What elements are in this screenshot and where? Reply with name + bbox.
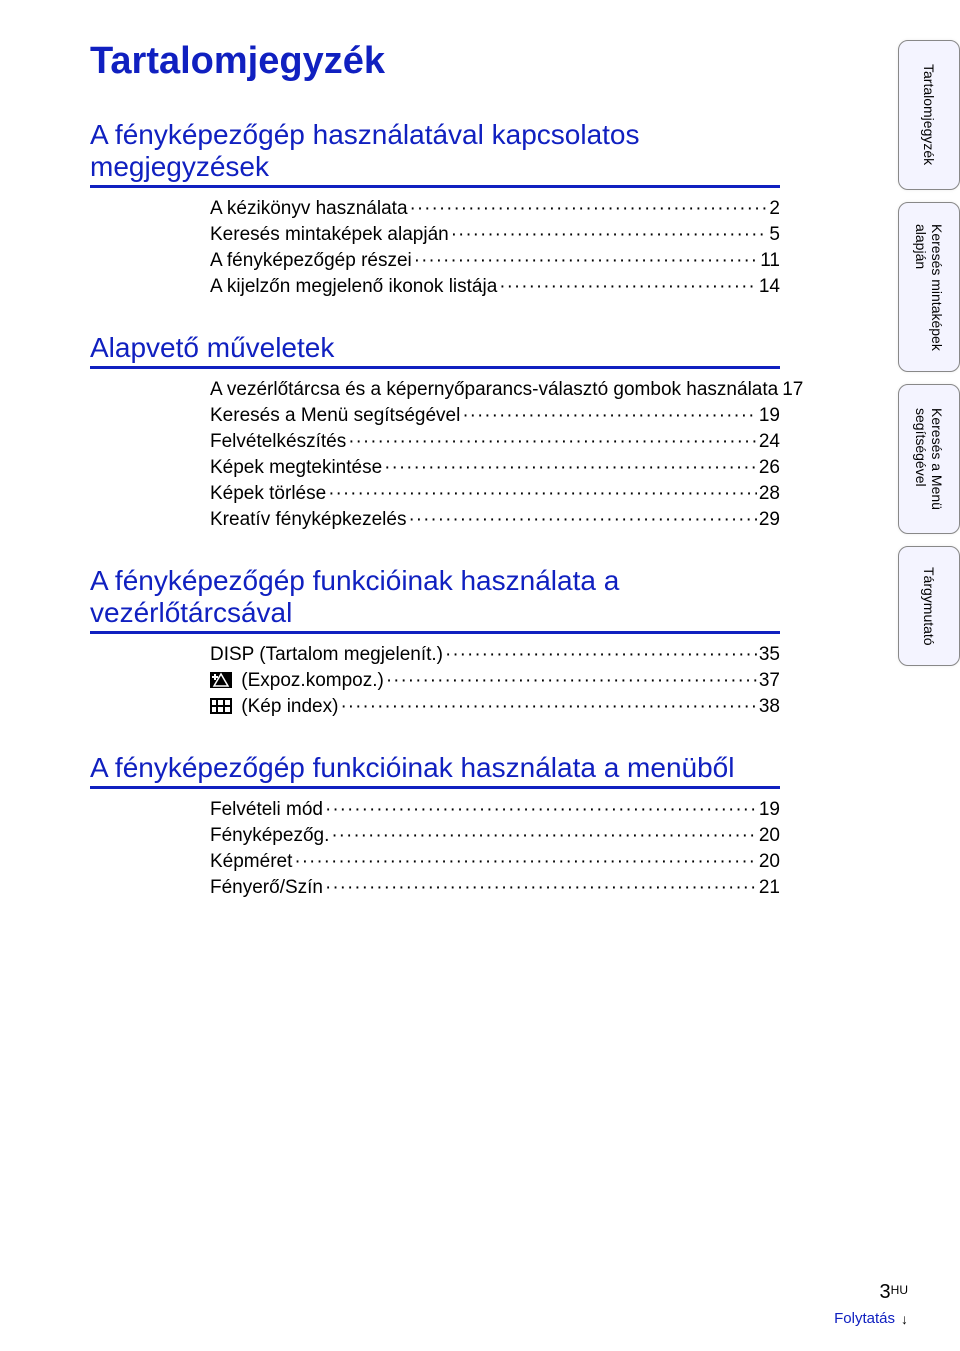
side-tab-index[interactable]: Tárgymutató [898,546,960,666]
main-content: Tartalomjegyzék A fényképezőgép használa… [90,40,780,899]
toc-entry[interactable]: A kézikönyv használata 2 [90,198,780,220]
toc-page: 24 [759,431,780,453]
toc-page: 5 [769,224,780,246]
section-menu: A fényképezőgép funkcióinak használata a… [90,752,780,899]
toc-entry[interactable]: Felvételkészítés 24 [90,431,780,453]
toc-entry[interactable]: Keresés mintaképek alapján 5 [90,224,780,246]
toc-leader [414,250,759,272]
side-tab-toc[interactable]: Tartalomjegyzék [898,40,960,190]
page-number: 3HU [834,1281,908,1304]
toc-label-text: (Kép index) [241,696,338,717]
toc-label: Képek megtekintése [210,457,382,479]
toc-leader [445,644,757,666]
toc-page: 35 [759,644,780,666]
side-tab-label: Keresés mintaképek alapján [909,210,949,365]
toc-page: 38 [759,696,780,718]
toc-page: 17 [782,379,803,401]
side-tab-label: Tartalomjegyzék [917,50,941,179]
toc-label: Fényképezőg. [210,825,329,847]
side-tab-label: Keresés a Menü segítségével [909,394,949,524]
toc-label: Kreatív fényképkezelés [210,509,406,531]
page-footer: 3HU Folytatás ↓ [834,1281,908,1327]
toc-leader [462,405,757,427]
toc-label: Képméret [210,851,292,873]
toc-entry[interactable]: A kijelzőn megjelenő ikonok listája 14 [90,276,780,298]
toc-entry[interactable]: Keresés a Menü segítségével 19 [90,405,780,427]
toc-page: 14 [759,276,780,298]
toc-label: Felvételkészítés [210,431,346,453]
toc-leader [294,851,756,873]
toc-page: 2 [769,198,780,220]
toc-label: A fényképezőgép részei [210,250,412,272]
toc-entry[interactable]: Képek megtekintése 26 [90,457,780,479]
toc-label: (Expoz.kompoz.) [210,670,384,692]
toc-page: 20 [759,825,780,847]
toc-label: A vezérlőtárcsa és a képernyőparancs-vál… [210,379,778,401]
toc-entry[interactable]: (Kép index) 38 [90,696,780,718]
toc-page: 26 [759,457,780,479]
toc-label: Felvételi mód [210,799,323,821]
image-index-icon [210,698,232,714]
toc-entry[interactable]: A vezérlőtárcsa és a képernyőparancs-vál… [90,379,780,401]
section-title: A fényképezőgép használatával kapcsolato… [90,119,780,188]
toc-page: 21 [759,877,780,899]
toc-entry[interactable]: Képek törlése 28 [90,483,780,505]
toc-label: (Kép index) [210,696,338,718]
toc-page: 29 [759,509,780,531]
toc-page: 20 [759,851,780,873]
toc-label: DISP (Tartalom megjelenít.) [210,644,443,666]
toc-label: Fényerő/Szín [210,877,323,899]
side-tab-bar: Tartalomjegyzék Keresés mintaképek alapj… [898,40,960,666]
toc-leader [386,670,757,692]
toc-leader [325,799,757,821]
toc-label: Képek törlése [210,483,326,505]
exposure-comp-icon [210,672,232,688]
section-control-dial: A fényképezőgép funkcióinak használata a… [90,565,780,718]
toc-label: Keresés mintaképek alapján [210,224,449,246]
toc-label: A kézikönyv használata [210,198,408,220]
toc-leader [348,431,757,453]
continue-link[interactable]: Folytatás ↓ [834,1310,908,1327]
toc-leader [499,276,757,298]
toc-entry[interactable]: Fényképezőg. 20 [90,825,780,847]
section-title: A fényképezőgép funkcióinak használata a… [90,565,780,634]
toc-entry[interactable]: (Expoz.kompoz.) 37 [90,670,780,692]
continue-label: Folytatás [834,1310,895,1327]
toc-page: 19 [759,799,780,821]
side-tab-label: Tárgymutató [917,553,941,660]
toc-page: 19 [759,405,780,427]
toc-leader [451,224,768,246]
page-title: Tartalomjegyzék [90,40,780,83]
toc-leader [408,509,756,531]
toc-page: 11 [760,250,780,272]
toc-page: 28 [759,483,780,505]
side-tab-menu-search[interactable]: Keresés a Menü segítségével [898,384,960,534]
toc-page: 37 [759,670,780,692]
section-title: A fényképezőgép funkcióinak használata a… [90,752,780,789]
section-title: Alapvető műveletek [90,332,780,369]
toc-entry[interactable]: Felvételi mód 19 [90,799,780,821]
arrow-down-icon: ↓ [901,1311,908,1327]
toc-leader [384,457,757,479]
toc-entry[interactable]: Kreatív fényképkezelés 29 [90,509,780,531]
toc-entry[interactable]: Képméret 20 [90,851,780,873]
toc-leader [410,198,768,220]
section-notes: A fényképezőgép használatával kapcsolato… [90,119,780,298]
page-number-suffix: HU [891,1283,908,1297]
toc-leader [328,483,757,505]
toc-label-text: (Expoz.kompoz.) [241,670,384,691]
page: Tartalomjegyzék A fényképezőgép használa… [0,0,960,1351]
toc-entry[interactable]: DISP (Tartalom megjelenít.) 35 [90,644,780,666]
toc-label: Keresés a Menü segítségével [210,405,460,427]
toc-leader [325,877,757,899]
page-number-value: 3 [880,1281,891,1303]
toc-label: A kijelzőn megjelenő ikonok listája [210,276,497,298]
toc-entry[interactable]: A fényképezőgép részei 11 [90,250,780,272]
toc-leader [340,696,756,718]
toc-entry[interactable]: Fényerő/Szín 21 [90,877,780,899]
section-basic-ops: Alapvető műveletek A vezérlőtárcsa és a … [90,332,780,531]
toc-leader [331,825,757,847]
side-tab-sample-search[interactable]: Keresés mintaképek alapján [898,202,960,372]
